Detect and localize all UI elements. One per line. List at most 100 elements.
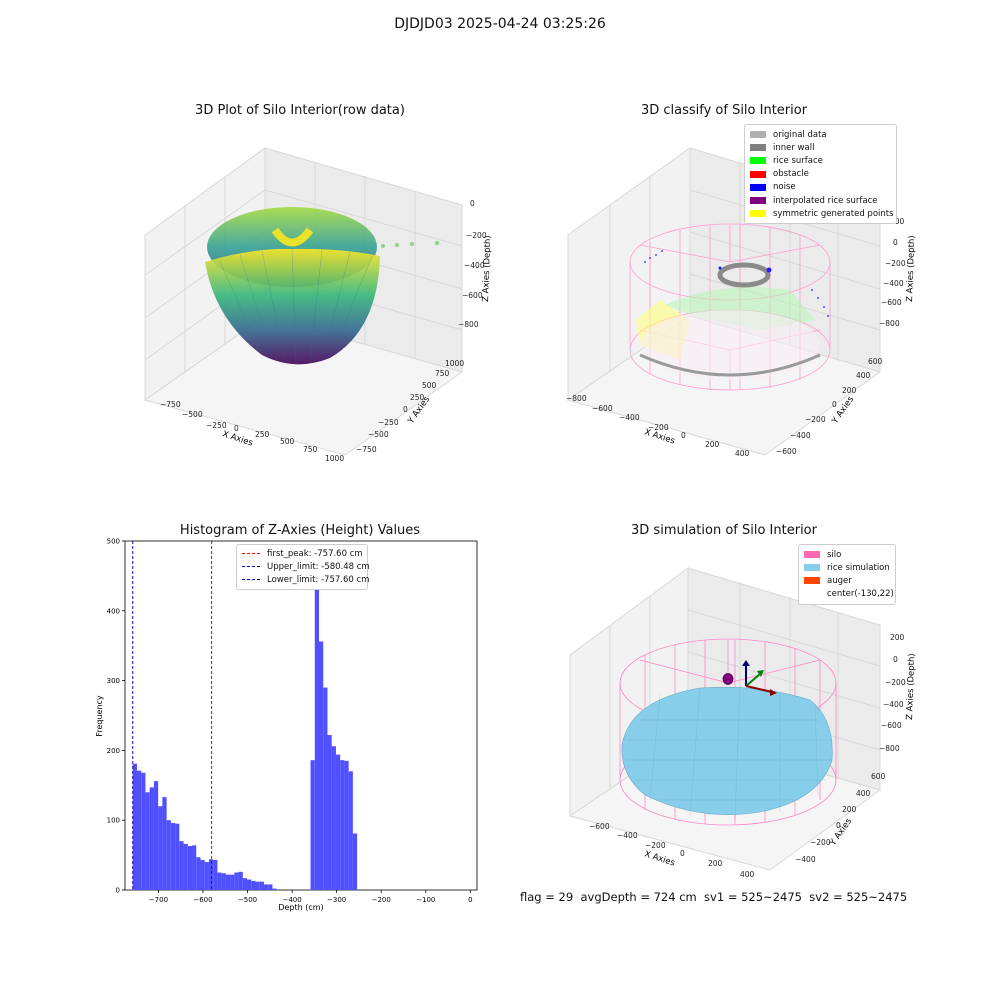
histogram-bar (251, 880, 256, 890)
raw-ytick: 0 (403, 405, 408, 414)
histogram-bars (132, 555, 358, 890)
classify-ytick: 600 (868, 357, 883, 366)
raw-ytick: −750 (356, 445, 377, 454)
histogram-bar (217, 872, 222, 890)
legend-label: interpolated rice surface (773, 195, 878, 206)
raw-xtick: 500 (280, 437, 295, 446)
histogram-bar (162, 797, 167, 890)
classify-ytick: −200 (805, 415, 826, 424)
simulation-y-ticks: 600 400 200 0 −200 −400 (795, 772, 886, 864)
raw-z-ticks: 0 −200 −400 −600 −800 (458, 199, 487, 329)
classify-xtick: −200 (648, 423, 669, 432)
histogram-bar (344, 760, 349, 890)
raw-xtick: −500 (182, 410, 203, 419)
histogram-y-tick-label: 500 (107, 538, 120, 546)
legend-label: Lower_limit: -757.60 cm (267, 574, 370, 585)
classify-z-ticks: 200 0 −200 −400 −600 −800 (879, 217, 906, 328)
classify-x-ticks: −800 −600 −400 −200 0 200 400 (566, 394, 750, 458)
histogram-bar (141, 772, 146, 890)
simulation-plot-title: 3D simulation of Silo Interior (631, 523, 817, 538)
legend-label: rice simulation (827, 562, 890, 573)
simulation-x-ticks: −600 −400 −200 0 200 400 (589, 822, 755, 879)
histogram-vlines (132, 541, 213, 890)
simulation-legend: silo rice simulation auger center(-130,2… (798, 544, 896, 605)
raw-yellow-arc (271, 227, 314, 247)
histogram-bar (221, 873, 226, 890)
raw-ztick: −200 (466, 231, 487, 240)
histogram-bar (225, 874, 231, 890)
histogram-bar (149, 787, 154, 890)
histogram-bar (158, 806, 163, 890)
classify-legend: original data inner wall rice surface ob… (744, 124, 897, 225)
histogram-bar (153, 781, 159, 890)
raw-z-label: Z Axies (Depth) (481, 235, 493, 302)
simulation-ytick: 0 (836, 821, 841, 830)
raw-xtick: 750 (303, 445, 318, 454)
legend-swatch (750, 157, 766, 165)
histogram-bar (196, 857, 201, 890)
legend-swatch (750, 131, 766, 139)
classify-xtick: 200 (705, 440, 720, 449)
histogram-bar (132, 763, 137, 890)
classify-xtick: 400 (735, 449, 750, 458)
classify-plot-title: 3D classify of Silo Interior (640, 103, 808, 118)
histogram-bar (268, 884, 273, 890)
histogram-bar (263, 884, 269, 890)
histogram-x-ticks: −700 −600 −500 −400 −300 −200 −100 0 (149, 890, 473, 904)
histogram-bar (200, 859, 205, 890)
legend-swatch (750, 144, 766, 152)
histogram-x-tick-label: −400 (282, 896, 301, 904)
simulation-x-label: X Axies (643, 849, 676, 868)
raw-xtick: −250 (206, 421, 227, 430)
histogram-bar (314, 555, 320, 890)
classify-ytick: 200 (842, 386, 857, 395)
legend-line (242, 553, 260, 555)
histogram-bar (327, 735, 332, 890)
histogram-y-tick-label: 100 (107, 817, 120, 825)
histogram-bar (187, 846, 193, 890)
legend-swatch (804, 577, 820, 585)
raw-ytick: 1000 (445, 359, 464, 368)
classify-ztick: −600 (881, 298, 902, 307)
raw-ztick: 0 (470, 199, 475, 208)
legend-label: center(-130,22) (827, 589, 894, 600)
raw-ytick: 500 (422, 381, 437, 390)
legend-swatch (804, 590, 820, 598)
histogram-plot-area (124, 540, 478, 891)
raw-x-ticks: −750 −500 −250 0 250 500 750 1000 (160, 400, 344, 463)
simulation-ytick: 400 (856, 789, 871, 798)
classify-gray-floor (639, 353, 821, 377)
classify-ytick: 0 (832, 400, 837, 409)
histogram-bar (259, 881, 264, 890)
classify-ytick: 400 (856, 371, 871, 380)
legend-entry: rice surface (750, 154, 891, 167)
classify-ztick: 200 (890, 217, 905, 226)
raw-ytick: −250 (378, 418, 399, 427)
histogram-bar (175, 823, 180, 890)
histogram-bar (352, 833, 358, 890)
classify-xtick: −600 (592, 404, 613, 413)
raw-y-ticks: 1000 750 500 250 0 −250 −500 −750 (356, 359, 464, 454)
status-footer: flag = 29 avgDepth = 724 cm sv1 = 525~24… (520, 890, 908, 904)
simulation-auger-axes (742, 660, 777, 696)
legend-label: symmetric generated points (773, 208, 894, 219)
classify-purple-grid (640, 310, 820, 380)
legend-entry: first_peak: -757.60 cm (242, 547, 363, 560)
histogram-bar (323, 687, 328, 890)
histogram-y-tick-label: 400 (107, 607, 120, 615)
simulation-xtick: −600 (589, 822, 610, 831)
histogram-x-tick-label: −300 (327, 896, 346, 904)
histogram-bar (204, 862, 209, 890)
classify-xtick: 0 (681, 431, 686, 440)
raw-xtick: −750 (160, 400, 181, 409)
legend-entry: auger (804, 574, 890, 587)
histogram-bar (179, 841, 184, 890)
histogram-bar (213, 859, 218, 890)
legend-swatch (750, 183, 766, 191)
classify-xtick: −800 (566, 394, 587, 403)
raw-xtick: 250 (255, 430, 270, 439)
raw-ztick: −400 (464, 261, 485, 270)
legend-label: first_peak: -757.60 cm (267, 548, 363, 559)
legend-label: Upper_limit: -580.48 cm (267, 561, 370, 572)
